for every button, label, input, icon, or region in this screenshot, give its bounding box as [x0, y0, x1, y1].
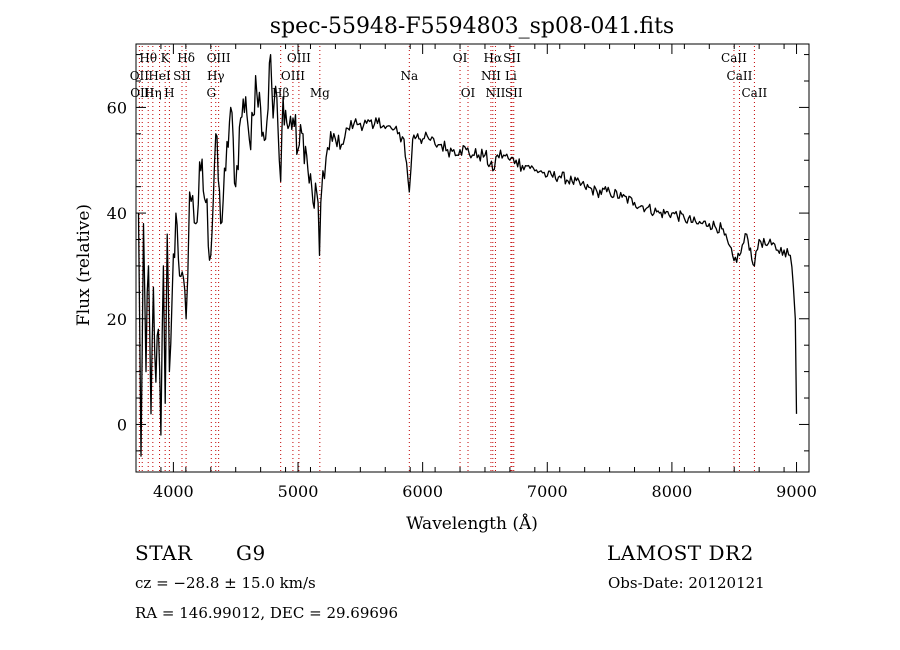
x-tick-label: 4000 — [153, 482, 194, 501]
line-marker-label: Hγ — [207, 69, 225, 83]
line-marker-label: Mg — [310, 86, 330, 100]
coordinates-text: RA = 146.99012, DEC = 29.69696 — [135, 604, 399, 622]
redshift-text: cz = −28.8 ± 15.0 km/s — [135, 574, 316, 592]
line-marker-label: NII — [481, 69, 501, 83]
x-tick-label: 5000 — [278, 482, 319, 501]
line-marker-label: Hα — [484, 51, 503, 65]
obs-date: Obs-Date: 20120121 — [608, 574, 765, 592]
line-marker-label: OII — [130, 69, 150, 83]
line-marker-label: Hθ — [139, 51, 157, 65]
x-tick-label: 9000 — [776, 482, 817, 501]
line-marker-label: SII — [173, 69, 191, 83]
x-axis-ticks: 4000 5000 6000 7000 8000 9000 — [135, 44, 817, 501]
x-tick-label: 8000 — [652, 482, 693, 501]
line-marker-label: CaII — [741, 86, 767, 100]
line-marker-label: CaII — [727, 69, 753, 83]
line-marker-label: H — [164, 86, 174, 100]
subclass: G9 — [236, 541, 266, 565]
y-tick-label: 60 — [107, 98, 127, 117]
x-tick-label: 6000 — [402, 482, 443, 501]
chart-title: spec-55948-F5594803_sp08-041.fits — [270, 14, 674, 39]
y-tick-label: 40 — [107, 204, 127, 223]
line-marker-label: OI — [461, 86, 476, 100]
y-tick-label: 0 — [117, 415, 127, 434]
y-tick-label: 20 — [107, 310, 127, 329]
plot-frame — [135, 43, 810, 473]
line-marker-label: Hδ — [177, 51, 195, 65]
spectrum-line — [137, 53, 798, 457]
survey-name: LAMOST DR2 — [607, 541, 754, 565]
line-marker-label: OIII — [281, 69, 305, 83]
line-marker-label: Li — [505, 69, 517, 83]
line-marker-label: SII — [505, 86, 523, 100]
line-marker-label: Na — [400, 69, 418, 83]
x-tick-label: 7000 — [527, 482, 568, 501]
y-axis-ticks: 0 20 40 60 — [107, 54, 809, 452]
line-marker-label: OI — [453, 51, 468, 65]
line-marker-label: HeI — [148, 69, 171, 83]
line-marker-label: NII — [485, 86, 505, 100]
line-marker-label: OIII — [207, 51, 231, 65]
line-marker-label: K — [161, 51, 171, 65]
line-marker-label: Hη — [144, 86, 162, 100]
y-axis-label: Flux (relative) — [74, 204, 94, 326]
x-axis-label: Wavelength (Å) — [406, 513, 538, 534]
line-marker-label: OIII — [287, 51, 311, 65]
line-marker-label: SII — [503, 51, 521, 65]
line-marker-label: CaII — [721, 51, 747, 65]
object-type: STAR — [135, 541, 193, 565]
line-marker-label: G — [206, 86, 216, 100]
